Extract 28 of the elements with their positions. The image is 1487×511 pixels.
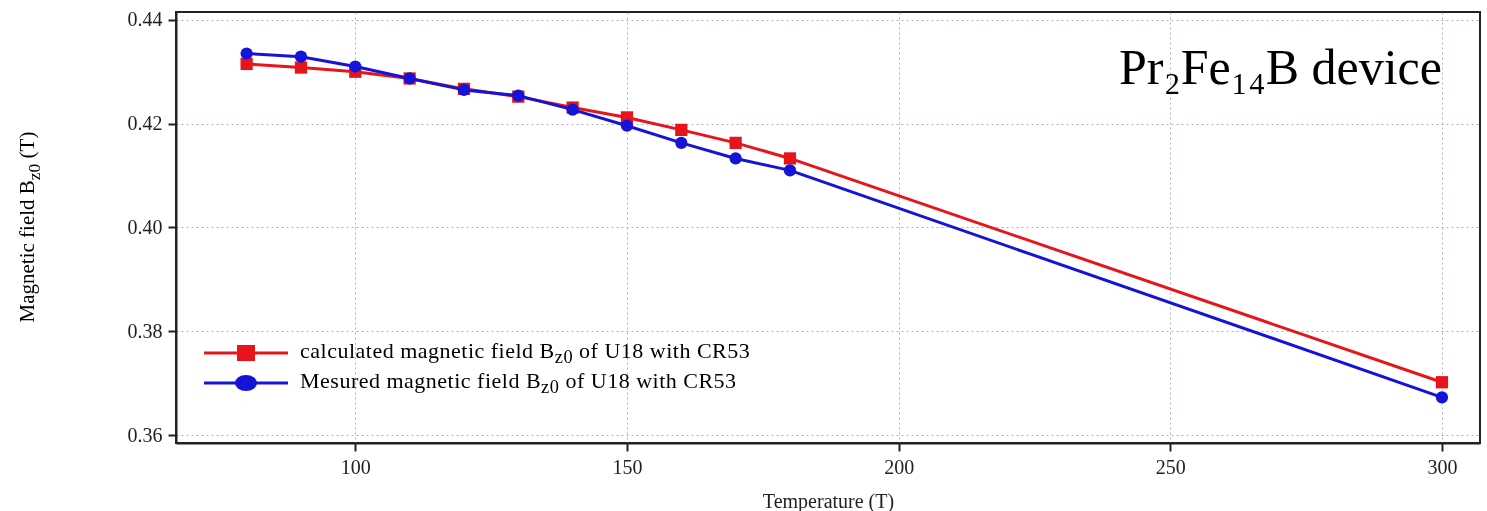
point (240, 57, 253, 71)
point (240, 47, 253, 60)
point (729, 152, 742, 165)
legend-label: Mesured magnetic field B$_{z0}$ of U18 with CR53 (300, 367, 737, 399)
point (294, 61, 308, 74)
x-tick-label: 250 (1155, 455, 1186, 478)
y-tick-label: 0.38 (127, 319, 163, 342)
point (1435, 376, 1449, 389)
x-tick-label: 300 (1427, 455, 1458, 478)
point (675, 136, 688, 149)
x-tick-label: 150 (612, 455, 643, 478)
point (783, 152, 797, 165)
legend-label: calculated magnetic field B$_{z0}$ of U18 with CR53 (300, 337, 751, 369)
point (783, 164, 797, 177)
x-axis-title: Temperature (T) (762, 489, 895, 511)
point (1435, 391, 1449, 404)
y-tick-label: 0.42 (127, 112, 163, 135)
x-tick-label: 200 (884, 455, 915, 478)
y-tick-label: 0.36 (127, 423, 163, 446)
point (729, 136, 742, 149)
point (675, 123, 688, 136)
point (620, 119, 634, 132)
x-tick-label: 100 (340, 455, 371, 478)
point (349, 60, 362, 73)
point (294, 50, 308, 63)
y-tick-label: 0.40 (127, 216, 163, 238)
y-tick-label: 0.44 (127, 8, 163, 31)
annotation: Pr₂Fe₁₄B device (1118, 38, 1442, 96)
